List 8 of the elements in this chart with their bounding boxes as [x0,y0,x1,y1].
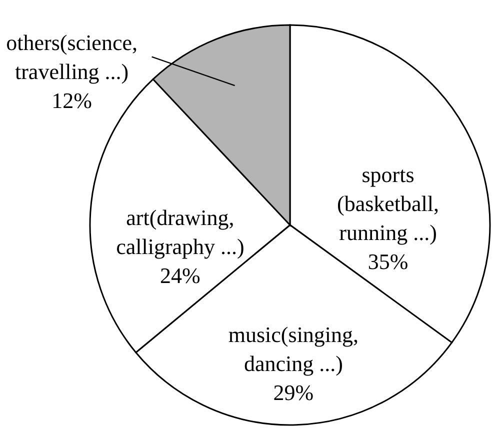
data-label: 35% [368,249,408,274]
slice-label: music(singing, dancing ...) [228,322,359,376]
slice-label: others(science, travelling ...) [6,30,138,84]
data-label: 12% [52,88,92,113]
slice-label: art(drawing, calligraphy ...) [116,205,244,260]
slice-label: sports (basketball, running ...) [336,162,440,246]
data-label: 29% [273,380,314,405]
data-label: 24% [160,263,200,288]
